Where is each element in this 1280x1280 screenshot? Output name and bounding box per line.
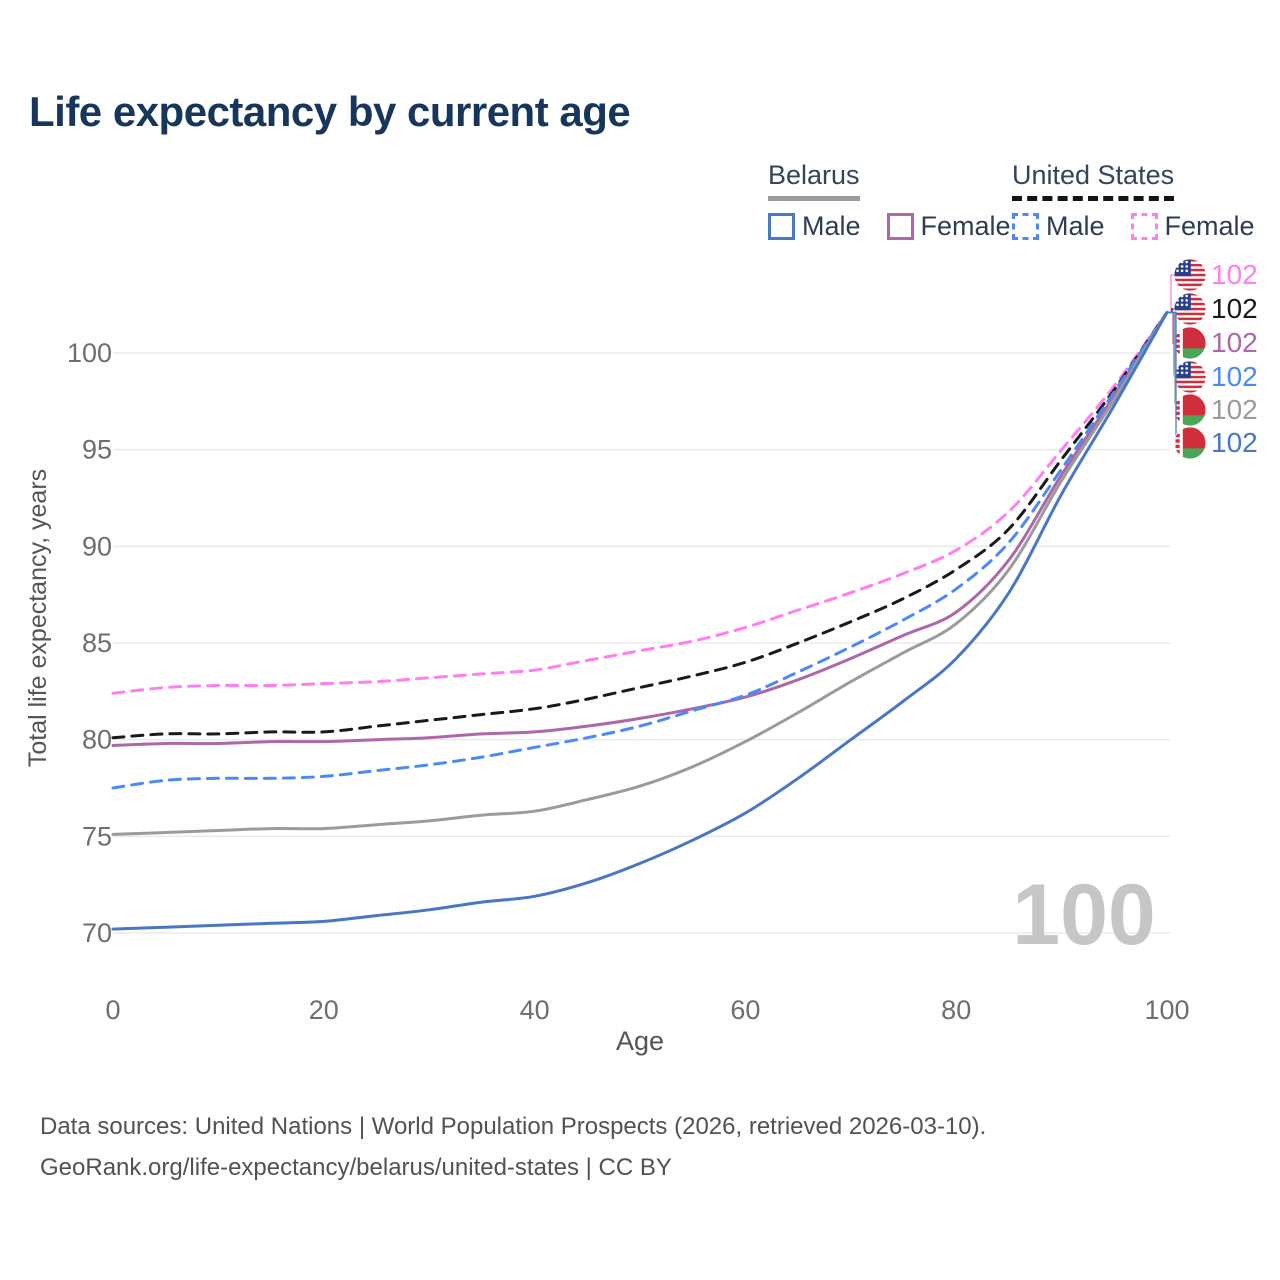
x-tick-label: 60	[730, 995, 760, 1025]
footer-data-sources: Data sources: United Nations | World Pop…	[40, 1113, 987, 1140]
end-value-label: 102	[1211, 361, 1258, 392]
legend-group-belarus: Belarus Male Female	[768, 160, 1037, 242]
end-value-label: 102	[1211, 293, 1258, 324]
legend-heading-united-states: United States	[1012, 160, 1175, 201]
belarus-male-swatch-icon	[768, 213, 795, 240]
series-line-belarus-total	[111, 310, 1169, 836]
x-tick-label: 40	[520, 995, 550, 1025]
y-tick-label: 75	[82, 821, 112, 851]
series-line-united-states-male	[111, 310, 1169, 790]
y-tick-label: 95	[82, 435, 112, 465]
belarus-female-swatch-icon	[886, 213, 914, 240]
flag-ring	[1173, 292, 1207, 326]
us-male-swatch-icon	[1012, 213, 1039, 240]
y-tick-label: 90	[82, 531, 112, 561]
legend-item-belarus-male[interactable]: Male	[768, 211, 861, 242]
y-axis-title: Total life expectancy, years	[24, 469, 52, 767]
x-tick-label: 0	[105, 995, 120, 1025]
age-counter-watermark: 100	[1012, 867, 1156, 963]
end-value-label: 102	[1211, 327, 1258, 358]
x-tick-label: 100	[1144, 995, 1189, 1025]
us-flag-icon	[1174, 293, 1206, 325]
y-tick-label: 70	[82, 918, 112, 948]
belarus-flag-icon	[1174, 427, 1206, 459]
legend-heading-belarus: Belarus	[768, 160, 860, 201]
x-tick-label: 80	[941, 995, 971, 1025]
flag-ring	[1173, 426, 1207, 460]
legend-item-us-male[interactable]: Male	[1012, 211, 1105, 242]
end-label-connector	[1167, 311, 1174, 344]
series-line-belarus-male	[111, 310, 1169, 931]
belarus-flag-icon	[1174, 327, 1206, 359]
series-line-belarus-female	[111, 310, 1169, 747]
flag-ring	[1173, 258, 1207, 292]
legend-label-belarus-female: Female	[920, 211, 1011, 241]
series-line-united-states-female	[111, 310, 1169, 695]
legend-item-belarus-female[interactable]: Female	[886, 211, 1011, 242]
us-female-swatch-icon	[1130, 213, 1158, 240]
legend-group-united-states: United States Male Female	[1012, 160, 1280, 242]
legend-item-us-female[interactable]: Female	[1130, 211, 1255, 242]
series-line-united-states-total	[111, 310, 1169, 740]
y-tick-label: 80	[82, 725, 112, 755]
x-axis-title: Age	[616, 1026, 664, 1056]
footer-license: GeoRank.org/life-expectancy/belarus/unit…	[40, 1154, 672, 1181]
end-value-label: 102	[1211, 427, 1258, 458]
flag-ring	[1173, 393, 1207, 427]
end-value-label: 102	[1211, 394, 1258, 425]
end-value-label: 102	[1211, 259, 1258, 290]
end-label-connector	[1167, 274, 1174, 314]
flag-ring	[1173, 360, 1207, 394]
x-tick-label: 20	[309, 995, 339, 1025]
page-title: Life expectancy by current age	[29, 88, 631, 135]
footer-attribution: Data sources: United Nations | World Pop…	[40, 1106, 986, 1188]
legend-label-us-female: Female	[1164, 211, 1255, 241]
belarus-flag-icon	[1174, 394, 1206, 426]
legend-label-belarus-male: Male	[802, 211, 861, 241]
y-tick-label: 100	[67, 338, 112, 368]
y-tick-label: 85	[82, 628, 112, 658]
legend-label-us-male: Male	[1046, 211, 1105, 241]
